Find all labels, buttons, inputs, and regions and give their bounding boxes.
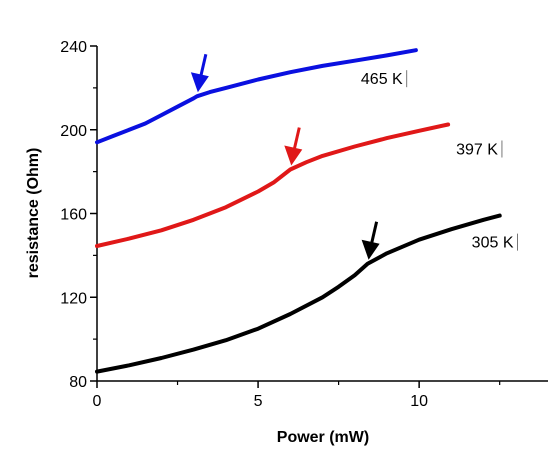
y-tick-label: 80 — [69, 374, 87, 391]
series-line — [95, 48, 418, 145]
series-line — [95, 122, 451, 248]
y-axis-title: resistance (Ohm) — [25, 148, 42, 279]
x-tick-label: 0 — [93, 393, 102, 410]
y-tick-label: 120 — [60, 290, 87, 307]
y-tick-label: 160 — [60, 207, 87, 224]
y-tick-label: 240 — [60, 39, 87, 56]
kink-arrow-head — [284, 145, 303, 166]
y-tick-label: 200 — [60, 123, 87, 140]
kink-arrow-head — [190, 72, 209, 93]
series-label: 397 K — [456, 142, 498, 159]
kink-arrow-head — [361, 239, 380, 260]
x-tick-label: 5 — [254, 393, 263, 410]
x-tick-label: 10 — [410, 393, 428, 410]
series-line — [95, 213, 502, 374]
series-label: 465 K — [361, 71, 403, 88]
series-label: 305 K — [472, 235, 514, 252]
x-axis-title: Power (mW) — [277, 429, 369, 446]
